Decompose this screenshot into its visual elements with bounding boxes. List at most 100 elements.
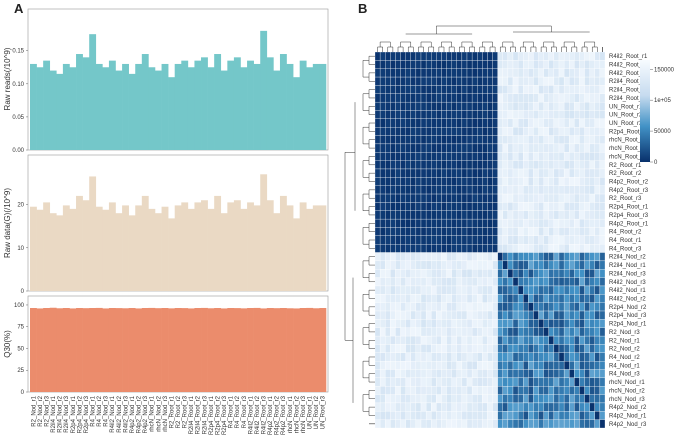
heatmap-cell [466,135,473,145]
heatmap-cell [528,93,534,103]
heatmap-cell [502,218,509,228]
heatmap-cell [471,143,478,153]
heatmap-cell [502,352,509,362]
heatmap-cell [482,60,488,69]
heatmap-cell [497,152,503,161]
heatmap-cell [558,185,565,195]
heatmap-cell [400,302,406,312]
heatmap-cell [487,419,493,429]
heatmap-cell [563,118,570,128]
heatmap-cell [395,127,401,136]
heatmap-cell [584,118,590,128]
heatmap-cell [466,369,473,379]
heatmap-cell [436,285,442,295]
heatmap-cell [451,319,457,328]
heatmap-cell [441,185,447,195]
dendrogram-branch [362,160,369,178]
heatmap-cell [512,252,519,262]
heatmap-cell [379,310,386,320]
heatmap-cell [517,335,524,345]
heatmap-cell [558,152,565,161]
heatmap-cell [461,319,468,328]
bar-q30-39 [286,308,294,392]
heatmap-cell [385,244,391,253]
heatmap-cell [594,168,601,178]
heatmap-cell [390,193,396,203]
dendrogram-branch [499,46,506,52]
heatmap-cell [436,227,442,236]
heatmap-cell [374,68,381,78]
heatmap-cell [461,419,468,429]
heatmap-cell [477,193,483,203]
heatmap-cell [507,60,514,69]
heatmap-cell [523,369,529,379]
heatmap-cell [497,411,503,420]
heatmap-cell [400,419,406,429]
heatmap-cell [523,361,529,370]
heatmap-cell [569,402,575,412]
heatmap-cell [563,143,570,153]
heatmap-cell [385,218,391,228]
heatmap-cell [390,344,396,353]
heatmap-cell [553,344,560,353]
heatmap-cell [492,160,498,170]
heatmap-cell [538,244,544,253]
heatmap-cell [431,118,437,128]
heatmap-cell [553,193,560,203]
heatmap-cell [507,285,514,295]
heatmap-cell [538,419,544,429]
heatmap-cell [420,260,427,270]
heatmap-cell [374,260,381,270]
heatmap-cell [502,419,509,429]
heatmap-cell [492,277,498,287]
heatmap-row-label-2: R4il2_Root_r3 [609,71,648,77]
dendrogram-branch [522,41,534,47]
heatmap-cell [517,386,524,395]
heatmap-cell [517,285,524,295]
heatmap-cell [594,110,601,119]
heatmap-cell [594,411,601,420]
heatmap-cell [405,419,411,429]
heatmap-cell [410,386,417,395]
heatmap-cell [379,118,386,128]
panel-b-label: B [358,1,367,16]
heatmap-cell [477,110,483,119]
heatmap-cell [502,277,509,287]
heatmap-cell [400,76,406,86]
heatmap-cell [456,235,463,245]
heatmap-cell [477,235,483,245]
heatmap-cell [589,218,595,228]
heatmap-row-label-13: R2_Root_r1 [609,163,642,169]
heatmap-cell [466,76,473,86]
heatmap-cell [461,143,468,153]
heatmap-row-label-26: R2il4_Nod_r3 [609,271,646,277]
heatmap-cell [471,202,478,211]
heatmap-cell [574,285,580,295]
dendrogram-branch [362,227,369,245]
heatmap-cell [579,143,585,153]
heatmap-cell [517,369,524,379]
heatmap-cell [441,152,447,161]
heatmap-cell [420,344,427,353]
heatmap-cell [471,369,478,379]
dendrogram-branch [368,306,375,316]
heatmap-cell [523,319,529,328]
colorbar-gradient [640,60,650,162]
bar-q30-44 [319,308,327,392]
heatmap-cell [584,127,590,136]
heatmap-cell [558,135,565,145]
heatmap-cell [487,369,493,379]
bar-raw-data-1 [36,209,44,291]
heatmap-cell [400,93,406,103]
heatmap-cell [548,110,555,119]
heatmap-cell [589,127,595,136]
heatmap-cell [425,218,432,228]
heatmap-cell [584,369,590,379]
heatmap-cell [456,185,463,195]
heatmap-cell [497,419,503,429]
heatmap-cell [379,185,386,195]
heatmap-cell [589,277,595,287]
heatmap-cell [512,152,519,161]
heatmap-cell [563,310,570,320]
heatmap-cell [415,394,422,404]
